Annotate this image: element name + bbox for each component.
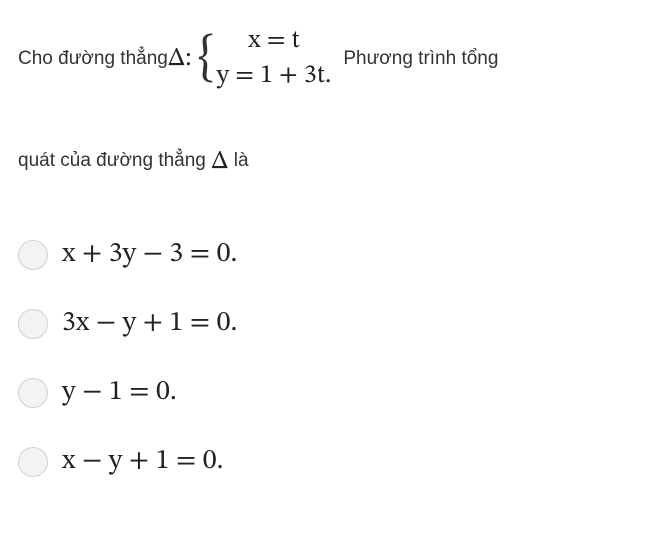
option-c-dot: . (170, 375, 177, 410)
option-b-dot: . (230, 306, 237, 341)
q-colon: : (185, 31, 191, 88)
q-part4: là (234, 150, 249, 171)
option-d-dot: . (217, 444, 224, 479)
option-a[interactable]: x + 3y − 3 = 0. (18, 237, 649, 272)
radio-icon[interactable] (18, 447, 48, 477)
delta-symbol-1: Δ (168, 31, 185, 88)
radio-icon[interactable] (18, 309, 48, 339)
q-part1: Cho đường thẳng (18, 38, 168, 80)
option-a-expr: x + 3y − 3 = 0 (62, 237, 230, 272)
option-b-expr: 3x − y + 1 = 0 (62, 306, 230, 341)
options-list: x + 3y − 3 = 0. 3x − y + 1 = 0. y − 1 = … (18, 237, 649, 479)
option-a-dot: . (230, 237, 237, 272)
question-line-2: quát của đường thẳng Δ là (18, 134, 649, 191)
radio-icon[interactable] (18, 378, 48, 408)
left-brace-icon: { (198, 36, 215, 83)
system-line-2: y = 1 + 3t. (217, 59, 332, 94)
option-d[interactable]: x − y + 1 = 0. (18, 444, 649, 479)
option-c-expr: y − 1 = 0 (62, 375, 170, 410)
option-b[interactable]: 3x − y + 1 = 0. (18, 306, 649, 341)
question-text: Cho đường thẳng Δ : { x = t y = 1 + 3t. … (18, 24, 649, 191)
delta-symbol-2: Δ (211, 134, 228, 191)
option-d-expr: x − y + 1 = 0 (62, 444, 217, 479)
system-lines: x = t y = 1 + 3t. (217, 24, 332, 94)
system-equations: { x = t y = 1 + 3t. (198, 24, 332, 94)
q-part3: quát của đường thẳng (18, 150, 211, 171)
radio-icon[interactable] (18, 240, 48, 270)
q-part2: Phương trình tổng (343, 38, 498, 80)
system-line-1: x = t (248, 24, 300, 59)
option-c[interactable]: y − 1 = 0. (18, 375, 649, 410)
question-line-1: Cho đường thẳng Δ : { x = t y = 1 + 3t. … (18, 24, 649, 94)
